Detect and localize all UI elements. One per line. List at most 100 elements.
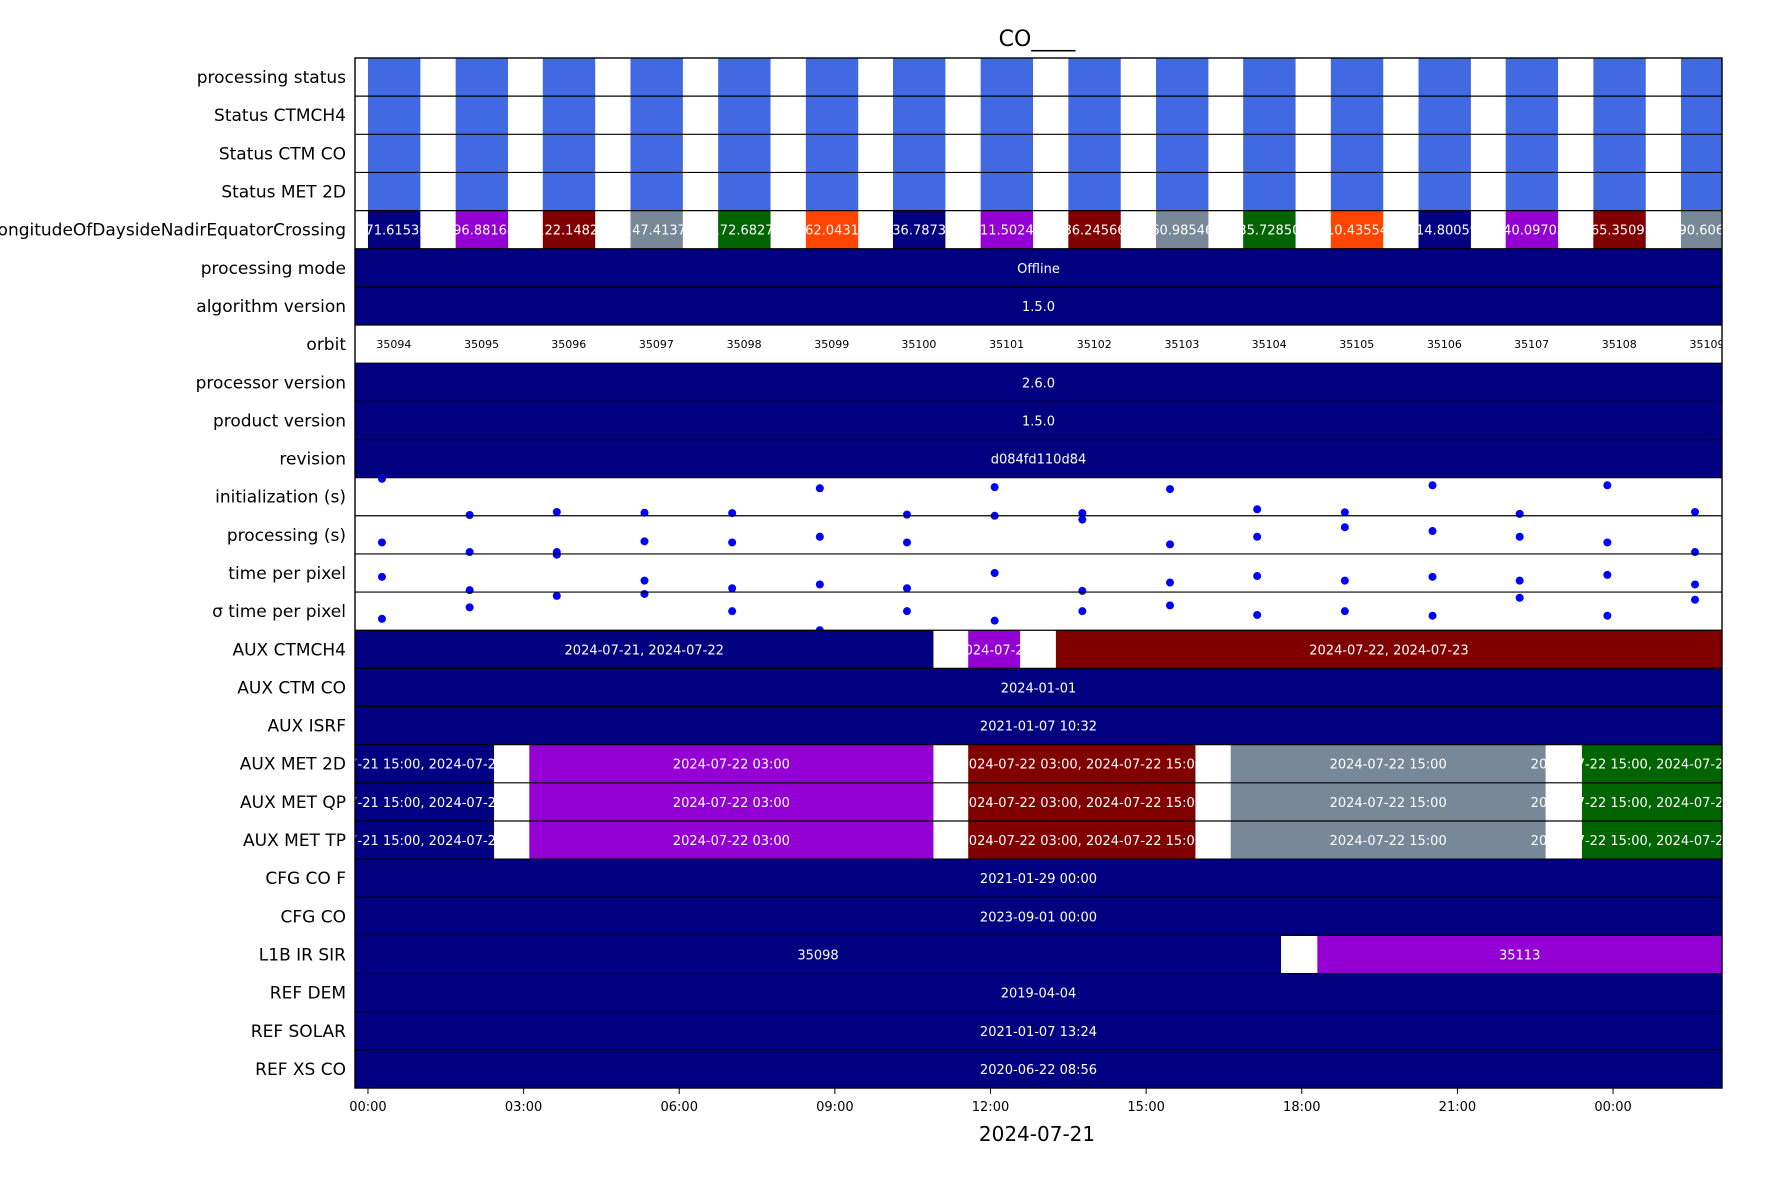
x-tick-label: 12:00 — [972, 1100, 1009, 1115]
orbit-bar — [455, 172, 509, 211]
span-segment-label: 2024-07-22 15:00 — [1330, 758, 1447, 773]
orbit-bar-label: -90.60679 — [1674, 224, 1741, 239]
orbit-bar — [1418, 96, 1471, 135]
row-label: Status MET 2D — [221, 183, 346, 203]
orbit-bar — [1068, 96, 1121, 135]
orbit-bar — [455, 210, 509, 249]
row-label: orbit — [306, 335, 346, 355]
scatter-point — [377, 614, 386, 623]
span-segment — [1230, 782, 1546, 821]
scatter-point — [1340, 523, 1349, 532]
span-segment — [355, 859, 1722, 898]
row-label: algorithm version — [196, 297, 346, 317]
scatter-point — [902, 607, 911, 616]
orbit-number-label: 35105 — [1339, 338, 1374, 351]
orbit-bar — [718, 96, 771, 135]
row-label: CFG CO F — [265, 869, 346, 889]
orbit-bar — [455, 96, 509, 135]
orbit-bar — [542, 210, 596, 249]
orbit-bar — [892, 134, 946, 173]
scatter-point — [815, 532, 824, 541]
orbit-bar — [805, 210, 859, 249]
orbit-bar-label: -65.35091 — [1586, 224, 1653, 239]
orbit-bar — [1243, 210, 1296, 249]
orbit-bar-label: 162.04316 — [797, 224, 867, 239]
row-label: AUX ISRF — [267, 717, 346, 737]
orbit-bar — [718, 58, 771, 97]
span-segment — [968, 820, 1196, 860]
orbit-bar — [455, 58, 509, 97]
span-segment — [1055, 630, 1722, 669]
scatter-point — [640, 576, 649, 585]
orbit-bar — [1681, 96, 1722, 135]
span-segment-label: 2024-07-22 15:00, 2024-07-23 03:00 — [1531, 834, 1771, 849]
scatter-point — [1603, 538, 1612, 547]
scatter-point — [815, 484, 824, 493]
orbit-bar — [630, 210, 683, 249]
scatter-point — [1515, 532, 1524, 541]
span-segment — [355, 630, 934, 669]
span-segment-label: 2021-01-07 10:32 — [980, 720, 1097, 735]
orbit-bar — [1156, 96, 1209, 135]
span-segment — [355, 973, 1722, 1012]
orbit-number-label: 35106 — [1427, 338, 1462, 351]
orbit-number-label: 35100 — [901, 338, 936, 351]
span-segment — [529, 820, 934, 860]
orbit-bar — [1681, 134, 1722, 173]
scatter-point — [1515, 576, 1524, 585]
span-segment-label: d084fd110d84 — [991, 453, 1087, 468]
row-label: L1B IR SIR — [259, 945, 346, 965]
row-label: σ time per pixel — [212, 602, 346, 622]
orbit-bar — [1593, 172, 1646, 211]
span-segment-label: 2024-07-21 15:00, 2024-07-22 03:00 — [303, 758, 546, 773]
span-segment — [355, 668, 1722, 707]
x-axis-label: 2024-07-21 — [979, 1122, 1095, 1146]
scatter-point — [902, 538, 911, 547]
orbit-bar — [892, 210, 946, 249]
row-label: time per pixel — [228, 564, 346, 584]
orbit-bar — [1330, 210, 1384, 249]
scatter-point — [1253, 572, 1262, 581]
span-segment-label: 2021-01-29 00:00 — [980, 872, 1097, 887]
orbit-bar — [805, 172, 859, 211]
orbit-bar-label: 10.43554 — [1326, 224, 1388, 239]
span-segment-label: 1.5.0 — [1022, 414, 1055, 429]
row-label: REF XS CO — [255, 1060, 346, 1080]
span-segment — [355, 401, 1722, 440]
scatter-point — [1078, 586, 1087, 595]
span-segment — [1581, 782, 1722, 821]
orbit-bar — [542, 96, 596, 135]
scatter-point — [815, 580, 824, 589]
x-tick-label: 09:00 — [816, 1100, 853, 1115]
orbit-bar — [1593, 134, 1646, 173]
scatter-point — [1603, 570, 1612, 579]
orbit-bar — [1330, 172, 1384, 211]
orbit-bar — [805, 96, 859, 135]
scatter-point — [1515, 593, 1524, 602]
span-segment-label: 35113 — [1499, 948, 1540, 963]
orbit-bar — [892, 58, 946, 97]
orbit-bar — [718, 134, 771, 173]
scatter-point — [1340, 508, 1349, 517]
span-segment-label: 2024-07-22 15:00 — [1330, 796, 1447, 811]
orbit-bar — [1681, 58, 1722, 97]
x-tick-label: 03:00 — [505, 1100, 542, 1115]
plot-frame — [354, 57, 1723, 1089]
orbit-number-label: 35101 — [989, 338, 1024, 351]
scatter-point — [377, 538, 386, 547]
orbit-bar — [1068, 210, 1121, 249]
span-segment — [355, 782, 495, 821]
x-tick-label: 06:00 — [661, 1100, 698, 1115]
orbit-bar — [367, 210, 421, 249]
orbit-bar — [1418, 134, 1471, 173]
scatter-point — [1428, 481, 1437, 490]
orbit-bar — [367, 172, 421, 211]
orbit-bar — [1418, 58, 1471, 97]
orbit-bar-label: 111.50244 — [972, 224, 1042, 239]
orbit-bar — [980, 58, 1034, 97]
orbit-number-label: 35098 — [727, 338, 762, 351]
orbit-number-label: 35095 — [464, 338, 499, 351]
chart-title: CO____ — [999, 27, 1077, 52]
orbit-number-label: 35097 — [639, 338, 674, 351]
span-segment — [355, 1011, 1722, 1050]
